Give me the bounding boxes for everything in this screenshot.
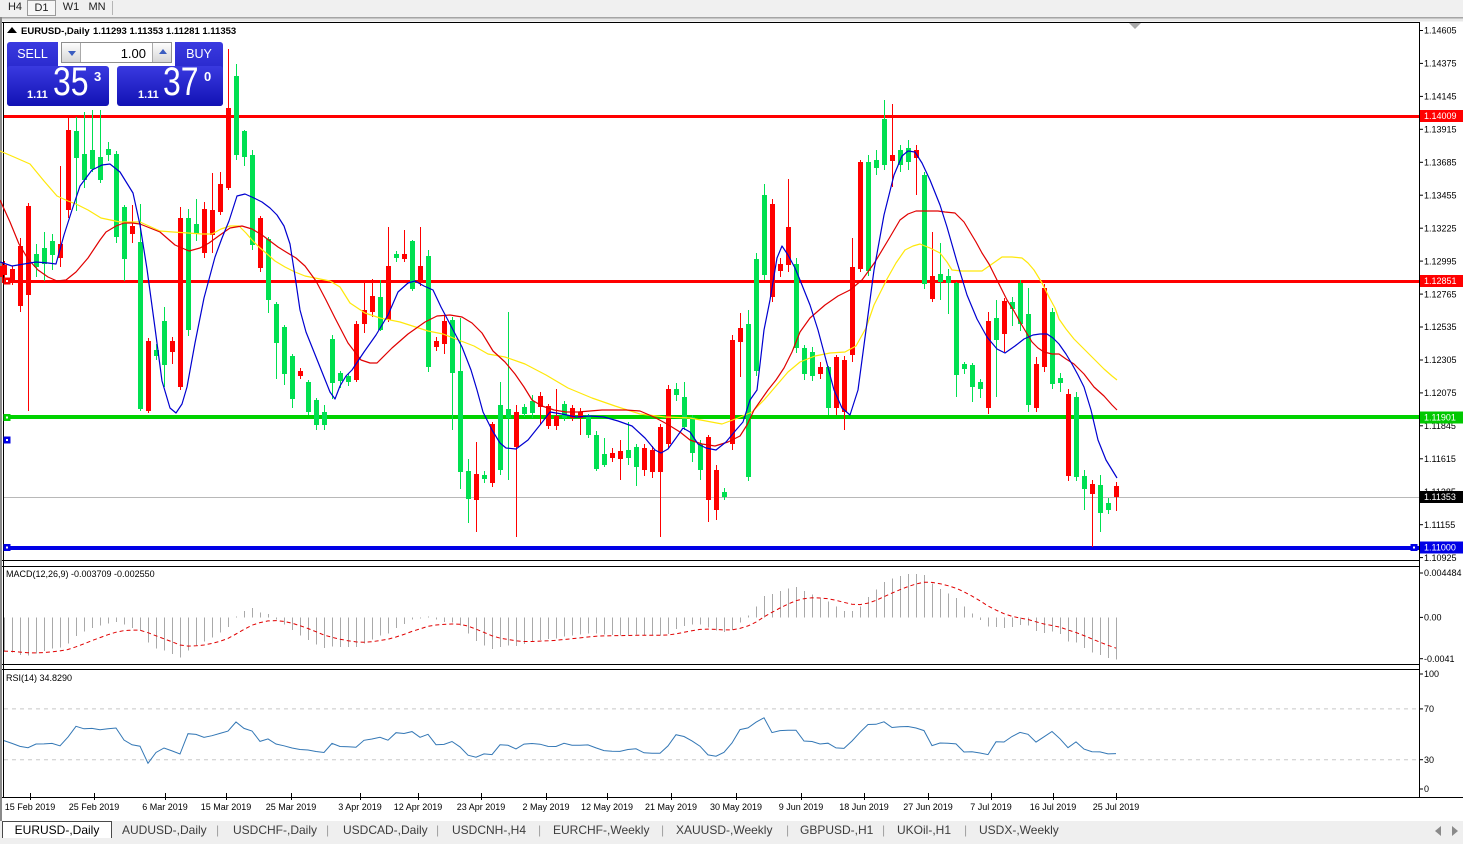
svg-text:1.11901: 1.11901	[1424, 413, 1456, 423]
svg-text:0.004484: 0.004484	[1424, 568, 1462, 578]
svg-text:1.11845: 1.11845	[1424, 421, 1456, 431]
svg-text:23 Apr 2019: 23 Apr 2019	[457, 802, 506, 812]
svg-text:1.12995: 1.12995	[1424, 256, 1457, 266]
svg-text:1.11615: 1.11615	[1424, 454, 1456, 464]
svg-text:3 Apr 2019: 3 Apr 2019	[338, 802, 382, 812]
svg-text:1.11353: 1.11353	[1424, 492, 1456, 502]
svg-text:1.11155: 1.11155	[1424, 520, 1455, 530]
svg-text:16 Jul 2019: 16 Jul 2019	[1030, 802, 1077, 812]
svg-text:2 May 2019: 2 May 2019	[522, 802, 569, 812]
svg-text:12 Apr 2019: 12 Apr 2019	[394, 802, 443, 812]
svg-text:0.00: 0.00	[1424, 613, 1442, 623]
svg-text:1.14375: 1.14375	[1424, 59, 1457, 69]
svg-text:1.13915: 1.13915	[1424, 125, 1457, 135]
svg-text:1.13685: 1.13685	[1424, 157, 1457, 167]
svg-text:EURUSD-,Daily: EURUSD-,Daily	[21, 26, 90, 37]
svg-text:-0.0041: -0.0041	[1424, 654, 1455, 664]
svg-text:1.14145: 1.14145	[1424, 92, 1457, 102]
svg-text:0: 0	[1424, 784, 1429, 794]
svg-text:1.14605: 1.14605	[1424, 26, 1457, 36]
svg-text:21 May 2019: 21 May 2019	[645, 802, 697, 812]
svg-text:30: 30	[1424, 755, 1434, 765]
svg-text:12 May 2019: 12 May 2019	[581, 802, 633, 812]
svg-text:7 Jul 2019: 7 Jul 2019	[970, 802, 1012, 812]
svg-text:RSI(14) 34.8290: RSI(14) 34.8290	[6, 673, 72, 683]
svg-text:15 Feb 2019: 15 Feb 2019	[5, 802, 56, 812]
svg-text:25 Mar 2019: 25 Mar 2019	[266, 802, 317, 812]
svg-text:1.13225: 1.13225	[1424, 223, 1457, 233]
svg-text:15 Mar 2019: 15 Mar 2019	[201, 802, 252, 812]
svg-text:25 Feb 2019: 25 Feb 2019	[69, 802, 120, 812]
svg-text:25 Jul 2019: 25 Jul 2019	[1093, 802, 1140, 812]
svg-text:MACD(12,26,9) -0.003709 -0.002: MACD(12,26,9) -0.003709 -0.002550	[6, 569, 155, 579]
svg-text:100: 100	[1424, 669, 1439, 679]
svg-text:1.14009: 1.14009	[1424, 111, 1457, 121]
svg-text:1.13455: 1.13455	[1424, 190, 1457, 200]
svg-text:9 Jun 2019: 9 Jun 2019	[779, 802, 824, 812]
svg-text:1.10925: 1.10925	[1424, 553, 1457, 563]
svg-text:1.11293 1.11353 1.11281 1.1135: 1.11293 1.11353 1.11281 1.11353	[93, 26, 236, 37]
svg-text:6 Mar 2019: 6 Mar 2019	[142, 802, 188, 812]
svg-text:1.12851: 1.12851	[1424, 276, 1457, 286]
svg-text:30 May 2019: 30 May 2019	[710, 802, 762, 812]
svg-text:1.12765: 1.12765	[1424, 289, 1457, 299]
svg-text:1.12305: 1.12305	[1424, 355, 1457, 365]
svg-text:18 Jun 2019: 18 Jun 2019	[839, 802, 889, 812]
svg-text:70: 70	[1424, 704, 1434, 714]
svg-text:1.12535: 1.12535	[1424, 322, 1457, 332]
svg-text:27 Jun 2019: 27 Jun 2019	[903, 802, 953, 812]
svg-text:1.12075: 1.12075	[1424, 388, 1457, 398]
svg-text:1.11000: 1.11000	[1424, 543, 1456, 553]
